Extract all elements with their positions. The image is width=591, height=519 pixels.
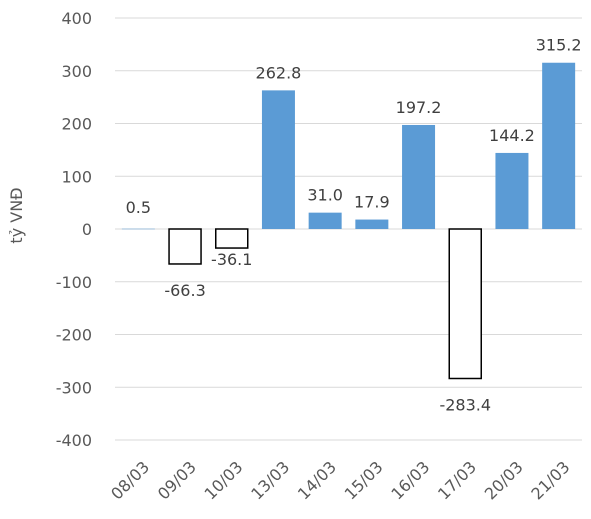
- data-label: 31.0: [307, 186, 343, 205]
- y-tick-label: -200: [56, 326, 92, 345]
- x-tick-label: 16/03: [387, 457, 433, 503]
- x-tick-label: 21/03: [527, 457, 573, 503]
- data-label: 262.8: [256, 63, 302, 82]
- x-tick-label: 09/03: [154, 457, 200, 503]
- y-axis-label: tỷ VNĐ: [7, 187, 26, 243]
- bar: [261, 90, 295, 229]
- x-tick-label: 14/03: [294, 457, 340, 503]
- y-tick-label: 200: [61, 115, 92, 134]
- bar: [542, 62, 576, 230]
- x-tick-label: 08/03: [107, 457, 153, 503]
- x-axis-ticks: 08/03 09/03 10/03 13/03 14/03 15/03 16/03 17/03…: [107, 457, 573, 503]
- bar: [308, 212, 342, 229]
- y-tick-label: 400: [61, 9, 92, 28]
- data-label: -66.3: [164, 281, 205, 300]
- bar: [495, 152, 529, 229]
- data-label: 315.2: [536, 36, 582, 55]
- data-label: 197.2: [396, 98, 442, 117]
- data-label: -283.4: [439, 395, 491, 414]
- bar: [402, 124, 436, 229]
- bar: [448, 228, 482, 380]
- x-tick-label: 13/03: [247, 457, 293, 503]
- x-tick-label: 17/03: [434, 457, 480, 503]
- y-tick-label: 100: [61, 167, 92, 186]
- data-label: -36.1: [211, 250, 252, 269]
- data-label: 0.5: [126, 198, 151, 217]
- bar: [355, 219, 389, 229]
- y-tick-label: 300: [61, 62, 92, 81]
- data-label: 144.2: [489, 126, 535, 145]
- y-tick-label: -400: [56, 431, 92, 450]
- x-tick-label: 20/03: [481, 457, 527, 503]
- y-tick-label: -100: [56, 273, 92, 292]
- data-labels: 0.5 -66.3 -36.1 262.8 31.0 17.9 197.2 -283.4 144…: [126, 36, 582, 415]
- bar: [215, 228, 249, 249]
- bar: [121, 228, 155, 230]
- bars: [121, 62, 576, 380]
- y-axis-ticks: 400 300 200 100 0 -100 -200 -300 -400: [56, 9, 92, 450]
- x-tick-label: 10/03: [201, 457, 247, 503]
- x-tick-label: 15/03: [341, 457, 387, 503]
- data-label: 17.9: [354, 193, 390, 212]
- y-tick-label: 0: [82, 220, 92, 239]
- y-tick-label: -300: [56, 378, 92, 397]
- bar: [168, 228, 202, 265]
